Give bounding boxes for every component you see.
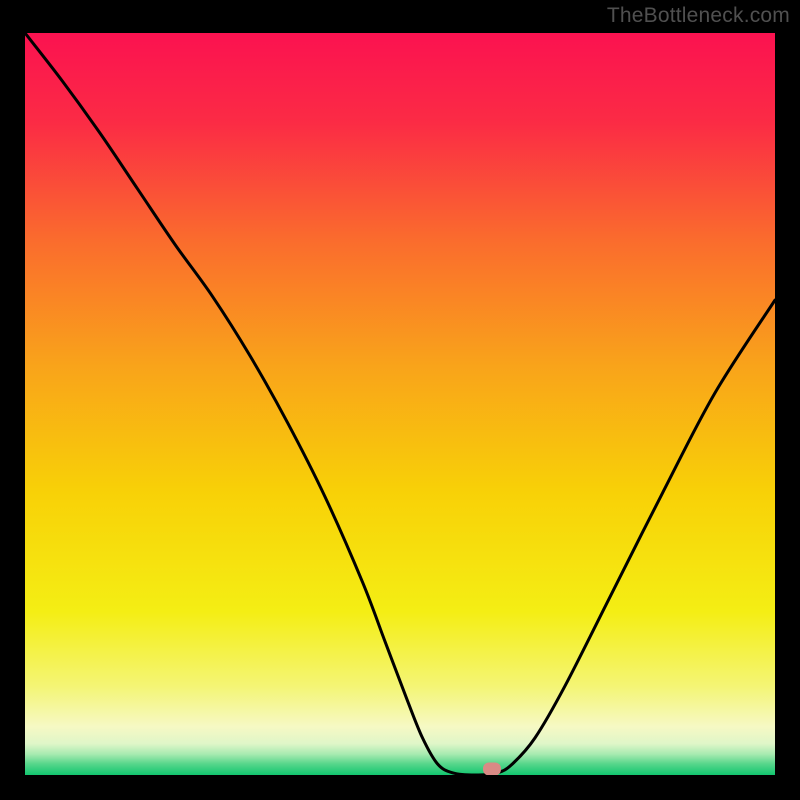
watermark-text: TheBottleneck.com — [607, 4, 790, 28]
optimum-marker — [483, 763, 501, 775]
curve-path — [25, 33, 775, 775]
chart-stage: TheBottleneck.com — [0, 0, 800, 800]
plot-area — [25, 33, 775, 775]
bottleneck-curve — [25, 33, 775, 775]
